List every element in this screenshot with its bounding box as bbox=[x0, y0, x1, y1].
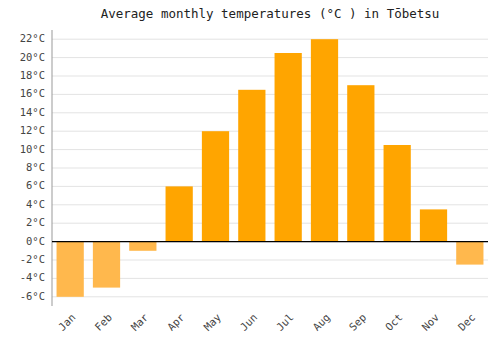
y-axis: -6°C -4°C -2°C 0°C 2°C 4°C 6°C 8°C 10°C 12°C 14°C 1… bbox=[20, 30, 52, 306]
y-tick-label: 8°C bbox=[26, 161, 45, 173]
grid-line bbox=[52, 39, 488, 40]
bar bbox=[420, 209, 447, 241]
y-tick-label: 18°C bbox=[20, 69, 45, 81]
y-tick-label: 0°C bbox=[26, 235, 45, 247]
x-tick-label: Mar bbox=[128, 311, 150, 333]
chart: -6°C -4°C -2°C 0°C 2°C 4°C 6°C 8°C 10°C 12°C 14°C 1… bbox=[0, 0, 500, 350]
y-tick-label: 6°C bbox=[26, 179, 45, 191]
x-tick-label: Dec bbox=[455, 311, 477, 333]
grid-line bbox=[52, 131, 488, 132]
bar bbox=[166, 186, 193, 241]
y-axis-line bbox=[52, 30, 53, 306]
bar bbox=[93, 242, 120, 288]
y-tick-label: 16°C bbox=[20, 87, 45, 99]
y-tick-label: -2°C bbox=[20, 253, 45, 265]
bars bbox=[57, 39, 484, 297]
grid-line bbox=[52, 168, 488, 169]
grid-line bbox=[52, 76, 488, 77]
y-tick-label: 12°C bbox=[20, 124, 45, 136]
bar bbox=[57, 242, 84, 297]
grid-line bbox=[52, 186, 488, 187]
grid-line bbox=[52, 149, 488, 150]
bar bbox=[238, 90, 265, 242]
bar bbox=[275, 53, 302, 242]
bar bbox=[202, 131, 229, 241]
grid-line bbox=[52, 296, 488, 297]
y-tick-label: 22°C bbox=[20, 32, 45, 44]
x-tick-label: May bbox=[201, 311, 223, 333]
x-tick-label: Oct bbox=[383, 311, 405, 333]
grid bbox=[52, 39, 488, 297]
bar bbox=[129, 242, 156, 251]
y-tick-label: -6°C bbox=[20, 290, 45, 302]
page: {"chart_data": {"type": "bar", "title": … bbox=[0, 0, 500, 350]
title: Average monthly temperatures (°C ) in Tō… bbox=[101, 6, 440, 21]
x-tick-label: Nov bbox=[419, 311, 441, 333]
y-tick-label: -4°C bbox=[20, 271, 45, 283]
x-axis: Jan Feb Mar Apr May Jun Jul Aug Sep Oct Nov Dec bbox=[56, 311, 478, 333]
x-tick-label: Feb bbox=[92, 311, 114, 333]
bar bbox=[384, 145, 411, 242]
x-tick-label: Jun bbox=[237, 311, 259, 333]
x-tick-label: Aug bbox=[310, 311, 332, 333]
y-tick-label: 20°C bbox=[20, 51, 45, 63]
y-tick-label: 14°C bbox=[20, 106, 45, 118]
bar bbox=[311, 39, 338, 241]
x-tick-label: Jul bbox=[274, 311, 296, 333]
x-tick-label: Jan bbox=[56, 311, 78, 333]
grid-line bbox=[52, 241, 488, 242]
grid-line bbox=[52, 57, 488, 58]
bar bbox=[456, 242, 483, 265]
y-tick-label: 4°C bbox=[26, 198, 45, 210]
grid-line bbox=[52, 204, 488, 205]
y-tick-label: 2°C bbox=[26, 216, 45, 228]
grid-line bbox=[52, 94, 488, 95]
x-tick-label: Sep bbox=[346, 311, 368, 333]
grid-line bbox=[52, 112, 488, 113]
zero-line bbox=[52, 241, 488, 242]
bar bbox=[347, 85, 374, 241]
x-tick-label: Apr bbox=[165, 311, 187, 333]
y-tick-label: 10°C bbox=[20, 143, 45, 155]
